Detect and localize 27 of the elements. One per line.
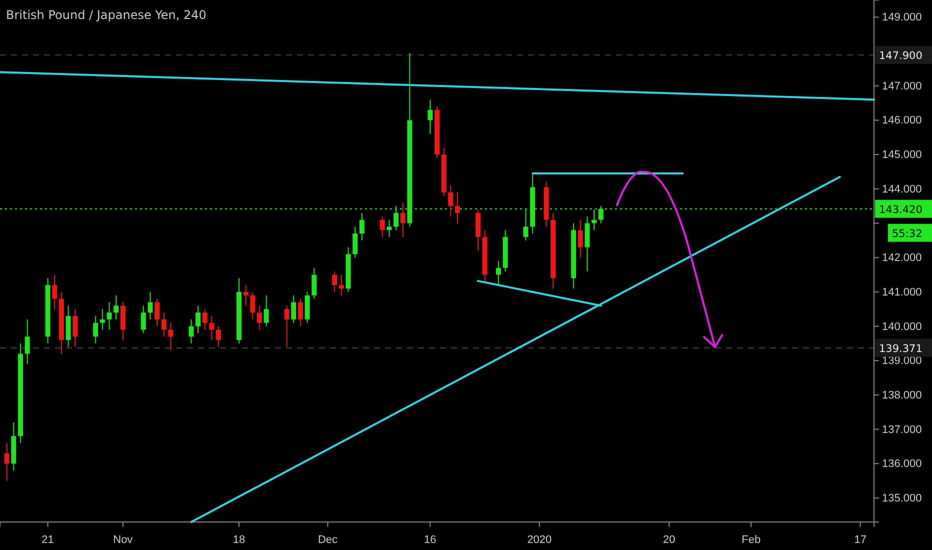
y-tick-label: 149.000 [882, 12, 922, 24]
y-tick-label: 136.000 [882, 458, 922, 470]
y-tick-label: 135.000 [882, 492, 922, 504]
y-tick-label: 145.000 [882, 149, 922, 162]
y-tick-label: 137.000 [882, 424, 922, 436]
ref-line-label: 143.420 [879, 204, 922, 216]
y-tick-label: 144.000 [882, 183, 922, 196]
y-tick-label: 147.000 [882, 80, 922, 92]
ref-line-label: 139.371 [879, 342, 922, 355]
x-tick-label: Nov [113, 534, 134, 546]
x-tick-label: 20 [663, 534, 676, 546]
y-tick-label: 142.000 [882, 252, 922, 264]
x-tick-label: 16 [424, 534, 436, 546]
x-tick-label: 17 [854, 534, 866, 546]
x-tick-label: Dec [318, 534, 338, 546]
y-tick-label: 140.000 [882, 320, 922, 333]
text: British Pound / Japanese Yen, 240 [6, 8, 206, 22]
y-tick-label: 141.000 [882, 286, 922, 298]
text: 55:32 [892, 228, 922, 240]
y-tick-label: 139.000 [882, 355, 922, 368]
x-tick-label: 18 [232, 534, 246, 546]
y-tick-label: 146.000 [882, 114, 922, 127]
y-tick-label: 138.000 [882, 389, 922, 402]
x-tick-label: 2020 [527, 534, 552, 546]
ref-line-label: 147.900 [879, 50, 922, 62]
x-tick-label: Feb [742, 534, 761, 546]
x-tick-label: 21 [42, 534, 54, 546]
